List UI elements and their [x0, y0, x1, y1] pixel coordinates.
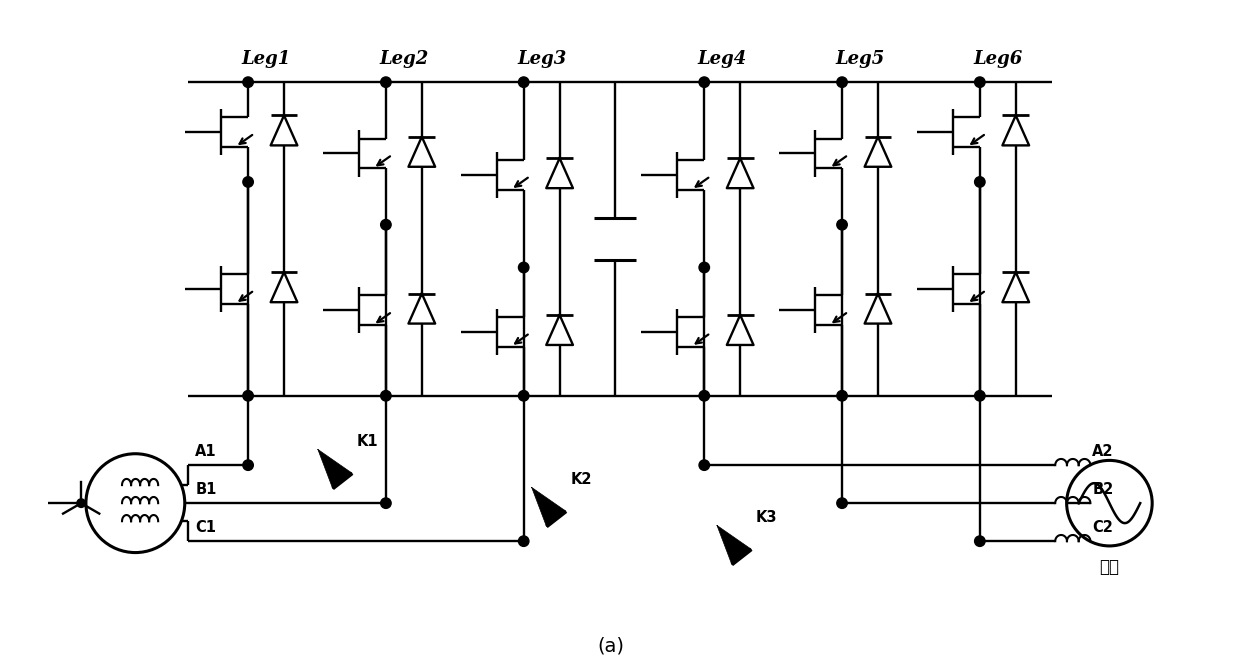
- Circle shape: [837, 77, 847, 88]
- Circle shape: [243, 391, 253, 401]
- Circle shape: [699, 263, 709, 273]
- Circle shape: [381, 77, 391, 88]
- Polygon shape: [317, 450, 352, 488]
- Circle shape: [243, 177, 253, 187]
- Circle shape: [518, 536, 529, 546]
- Circle shape: [699, 460, 709, 470]
- Circle shape: [77, 499, 86, 508]
- Text: A1: A1: [195, 444, 217, 459]
- Circle shape: [975, 177, 985, 187]
- Circle shape: [837, 220, 847, 230]
- Text: (a): (a): [596, 636, 624, 655]
- Text: K2: K2: [570, 472, 591, 487]
- Text: A2: A2: [1092, 444, 1114, 459]
- Circle shape: [837, 498, 847, 508]
- Circle shape: [699, 391, 709, 401]
- Text: Leg3: Leg3: [517, 50, 567, 68]
- Circle shape: [975, 536, 985, 546]
- Circle shape: [518, 77, 529, 88]
- Circle shape: [837, 391, 847, 401]
- Text: Leg1: Leg1: [242, 50, 290, 68]
- Text: 电网: 电网: [1100, 558, 1120, 576]
- Circle shape: [243, 77, 253, 88]
- Text: Leg5: Leg5: [836, 50, 884, 68]
- Circle shape: [243, 460, 253, 470]
- Text: K3: K3: [756, 510, 777, 525]
- Circle shape: [699, 77, 709, 88]
- Text: C2: C2: [1092, 520, 1114, 534]
- Text: B1: B1: [195, 482, 217, 496]
- Text: K1: K1: [357, 434, 378, 449]
- Circle shape: [381, 391, 391, 401]
- Text: C1: C1: [195, 520, 216, 534]
- Circle shape: [518, 263, 529, 273]
- Circle shape: [975, 391, 985, 401]
- Polygon shape: [717, 526, 751, 564]
- Circle shape: [381, 220, 391, 230]
- Text: Leg6: Leg6: [973, 50, 1023, 68]
- Text: Leg4: Leg4: [698, 50, 746, 68]
- Text: B2: B2: [1092, 482, 1114, 496]
- Circle shape: [975, 77, 985, 88]
- Polygon shape: [532, 488, 565, 526]
- Circle shape: [518, 391, 529, 401]
- Circle shape: [381, 498, 391, 508]
- Text: Leg2: Leg2: [379, 50, 429, 68]
